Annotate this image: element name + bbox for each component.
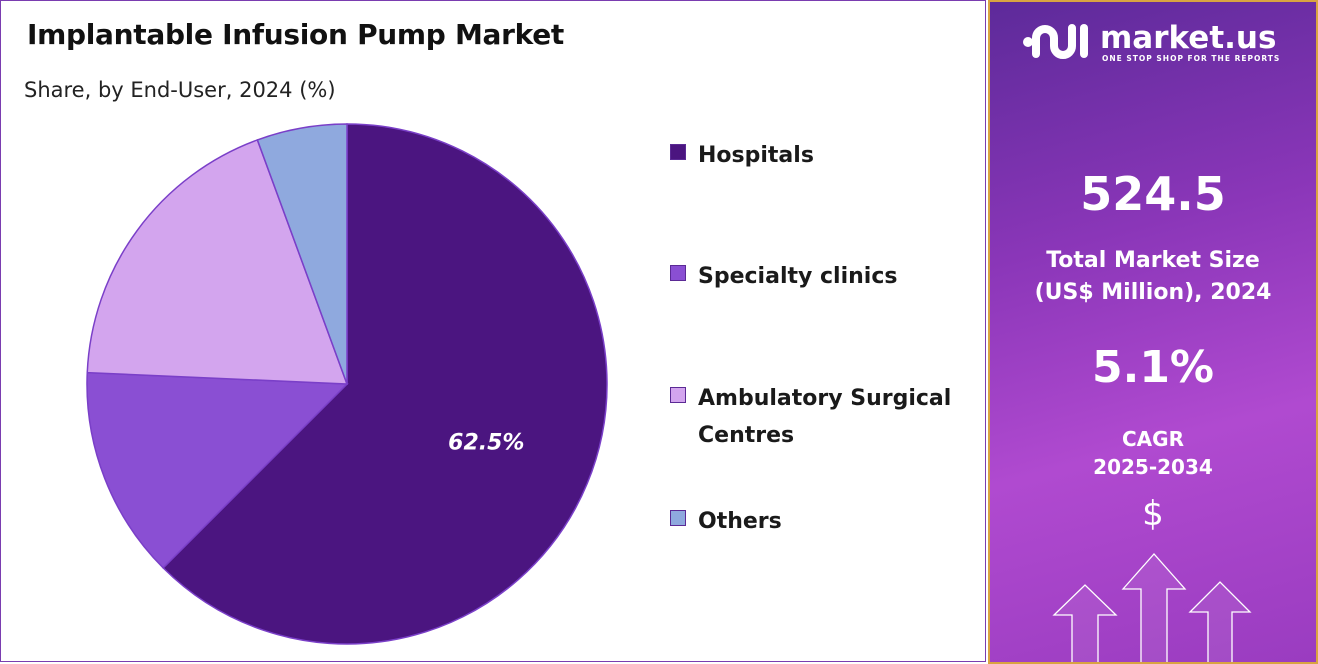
cagr-value: 5.1% [1091, 342, 1215, 393]
svg-text:ONE STOP SHOP FOR THE REPORTS: ONE STOP SHOP FOR THE REPORTS [1102, 54, 1280, 63]
pie-slice-specialty-clinics [86, 371, 349, 569]
cagr-period: 2025-2034 [1093, 455, 1213, 479]
chart-title: Implantable Infusion Pump Market [27, 18, 565, 51]
legend-swatch [670, 510, 686, 526]
growth-arrows-icon [1052, 553, 1252, 662]
market-size-unit: (US$ Million), 2024 [1034, 280, 1272, 305]
market-size-value: 524.5 [1080, 167, 1226, 221]
legend-label: Hospitals [698, 143, 814, 168]
cagr-label: CAGR [1122, 427, 1184, 451]
data-label: 62.5% [448, 431, 524, 456]
summary-panel: market.us ONE STOP SHOP FOR THE REPORTS … [988, 0, 1318, 664]
pie-slice-hospitals [162, 123, 608, 645]
pie-slice-ambulatory-surgical-centres [86, 138, 349, 385]
legend-swatch [670, 144, 686, 160]
pie-chart: 62.5% [86, 123, 608, 645]
market-size-label: Total Market Size [1046, 248, 1260, 273]
dollar-icon: $ [1142, 494, 1164, 534]
chart-frame [0, 0, 986, 662]
market-us-logo: market.us ONE STOP SHOP FOR THE REPORTS [1023, 20, 1280, 63]
legend-label: Ambulatory Surgical Centres [698, 386, 952, 448]
chart-subtitle: Share, by End-User, 2024 (%) [24, 78, 336, 102]
legend-swatch [670, 265, 686, 281]
legend-label: Specialty clinics [698, 264, 898, 289]
legend-label: Others [698, 509, 782, 534]
pie-slice-others [256, 123, 348, 385]
legend-swatch [670, 387, 686, 403]
svg-text:market.us: market.us [1100, 20, 1276, 56]
